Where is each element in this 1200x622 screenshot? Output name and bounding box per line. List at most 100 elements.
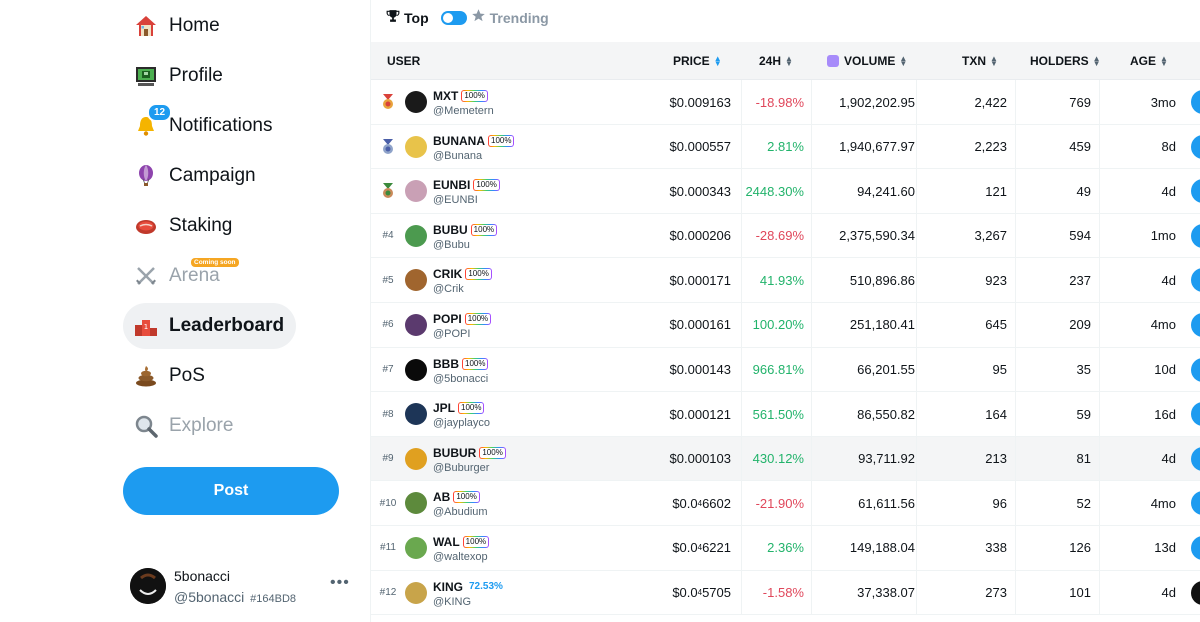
trade-button[interactable]: [1191, 357, 1200, 382]
token-name[interactable]: POPI 100%: [433, 312, 491, 326]
token-name[interactable]: BBB 100%: [433, 357, 488, 371]
trade-button[interactable]: [1191, 491, 1200, 516]
token-avatar[interactable]: [405, 91, 427, 113]
token-handle[interactable]: @Bubu: [433, 238, 470, 251]
token-handle[interactable]: @5bonacci: [433, 372, 489, 385]
token-name[interactable]: JPL 100%: [433, 401, 484, 415]
trade-button[interactable]: [1191, 446, 1200, 471]
token-handle[interactable]: @Bunana: [433, 149, 483, 162]
sidebar-item-home[interactable]: Home: [123, 3, 232, 49]
token-name[interactable]: MXT 100%: [433, 89, 488, 103]
token-handle[interactable]: @waltexop: [433, 550, 488, 563]
token-avatar[interactable]: [405, 269, 427, 292]
token-handle[interactable]: @Abudium: [433, 506, 488, 519]
volume-cell: 86,550.82: [857, 406, 915, 422]
token-avatar[interactable]: [405, 135, 427, 158]
table-row[interactable]: #9 BUBUR 100% @Buburger $0.000103 430.12% 93,7…: [371, 436, 1200, 482]
token-avatar[interactable]: [405, 447, 427, 470]
table-row[interactable]: #10 AB 100% @Abudium $0.0 4 6602 -21.90% 61,611.…: [371, 481, 1200, 526]
token-name[interactable]: CRIK 100%: [433, 267, 492, 281]
trade-button[interactable]: [1191, 312, 1200, 337]
sidebar-item-notifications[interactable]: 12 Notifications: [123, 103, 285, 149]
more-options-icon[interactable]: •••: [330, 574, 350, 591]
token-name[interactable]: KING 72.53%: [433, 579, 503, 594]
trending-label[interactable]: Trending: [489, 10, 549, 26]
column-header-age[interactable]: AGE ▲ ▼: [1130, 54, 1168, 68]
token-avatar[interactable]: [405, 180, 427, 203]
steak-icon: [133, 213, 159, 239]
token-avatar[interactable]: [405, 403, 427, 426]
token-name[interactable]: EUNBI 100%: [433, 178, 500, 192]
token-avatar[interactable]: [405, 536, 427, 559]
token-avatar[interactable]: [405, 492, 427, 515]
token-name[interactable]: BUNANA 100%: [433, 134, 514, 148]
trade-button[interactable]: [1191, 223, 1200, 248]
token-avatar[interactable]: [405, 581, 427, 604]
table-row[interactable]: MXT 100% @Memetern $0.009163 -18.98% 1,902,20…: [371, 80, 1200, 125]
token-handle[interactable]: @Buburger: [433, 461, 490, 474]
post-button[interactable]: Post: [123, 467, 339, 515]
trade-button[interactable]: [1191, 268, 1200, 293]
token-name[interactable]: WAL 100%: [433, 535, 489, 549]
table-row[interactable]: #5 CRIK 100% @Crik $0.000171 41.93% 510,896.86…: [371, 258, 1200, 303]
sidebar-item-profile[interactable]: Profile: [123, 53, 235, 99]
token-avatar[interactable]: [405, 358, 427, 381]
table-row[interactable]: #8 JPL 100% @jayplayco $0.000121 561.50% 86,55…: [371, 392, 1200, 437]
sidebar-item-leaderboard[interactable]: 1 Leaderboard: [123, 303, 297, 349]
table-row[interactable]: #7 BBB 100% @5bonacci $0.000143 966.81% 66,201…: [371, 347, 1200, 393]
token-handle[interactable]: @Crik: [433, 283, 464, 296]
token-avatar[interactable]: [405, 224, 427, 247]
trade-button[interactable]: [1191, 580, 1200, 605]
column-header-volume[interactable]: VOLUME ▲ ▼: [827, 42, 907, 80]
token-name[interactable]: AB 100%: [433, 490, 480, 504]
sidebar-item-arena[interactable]: Arena Coming soon: [123, 253, 239, 299]
trade-button[interactable]: [1191, 179, 1200, 204]
sidebar: Home Profile 12 Notifications Campaign S…: [0, 0, 370, 622]
token-handle[interactable]: @jayplayco: [433, 417, 491, 430]
change-cell: 430.12%: [752, 451, 804, 467]
table-row[interactable]: BUNANA 100% @Bunana $0.000557 2.81% 1,940,677…: [371, 124, 1200, 170]
volume-cell: 61,611.56: [858, 495, 915, 511]
holding-percent-badge: 100%: [465, 268, 491, 280]
change-cell: 2.36%: [767, 540, 804, 556]
table-row[interactable]: #6 POPI 100% @POPI $0.000161 100.20% 251,180.4…: [371, 302, 1200, 348]
top-trending-toggle[interactable]: Top Trending: [386, 8, 549, 28]
column-header-holders[interactable]: HOLDERS ▲ ▼: [1030, 54, 1101, 68]
column-header-24h[interactable]: 24H ▲ ▼: [759, 54, 793, 68]
token-icon: [827, 55, 839, 67]
token-handle[interactable]: @KING: [433, 595, 472, 608]
rank-medal-icon: [377, 80, 399, 124]
sidebar-item-campaign[interactable]: Campaign: [123, 153, 268, 199]
token-name[interactable]: BUBU 100%: [433, 223, 497, 237]
top-label[interactable]: Top: [404, 10, 429, 26]
trade-button[interactable]: [1191, 134, 1200, 159]
sidebar-item-staking[interactable]: Staking: [123, 203, 244, 249]
token-handle[interactable]: @POPI: [433, 327, 471, 340]
column-header-price[interactable]: PRICE ▲ ▼: [673, 54, 722, 68]
token-handle[interactable]: @EUNBI: [433, 194, 478, 207]
price-cell: $0.0 4 6602: [672, 495, 731, 511]
token-name[interactable]: BUBUR 100%: [433, 446, 506, 460]
holders-cell: 101: [1069, 585, 1091, 601]
holders-cell: 59: [1076, 406, 1091, 422]
column-divider: [1015, 392, 1016, 437]
account-switcher[interactable]: 5bonacci @5bonacci #164BD8 •••: [130, 566, 360, 610]
sidebar-item-explore[interactable]: Explore: [123, 403, 245, 449]
table-row[interactable]: EUNBI 100% @EUNBI $0.000343 2448.30% 94,241.6…: [371, 169, 1200, 214]
table-row[interactable]: #4 BUBU 100% @Bubu $0.000206 -28.69% 2,375,590…: [371, 213, 1200, 259]
trade-button[interactable]: [1191, 402, 1200, 427]
table-row[interactable]: #12 KING 72.53% @KING $0.0 4 5705 -1.58% 37,338.…: [371, 570, 1200, 616]
token-avatar[interactable]: [405, 313, 427, 336]
column-divider: [741, 392, 742, 437]
age-cell: 4d: [1161, 272, 1176, 288]
sidebar-item-pos[interactable]: PoS: [123, 353, 217, 399]
table-row[interactable]: #11 WAL 100% @waltexop $0.0 4 6221 2.36% 149,188…: [371, 525, 1200, 571]
trade-button[interactable]: [1191, 535, 1200, 560]
token-handle[interactable]: @Memetern: [433, 105, 494, 117]
column-divider: [916, 436, 917, 481]
change-cell: -28.69%: [755, 228, 804, 244]
holders-cell: 594: [1069, 228, 1091, 244]
trade-button[interactable]: [1191, 90, 1200, 114]
column-header-txn[interactable]: TXN ▲ ▼: [962, 54, 998, 68]
toggle-switch[interactable]: [440, 11, 467, 25]
